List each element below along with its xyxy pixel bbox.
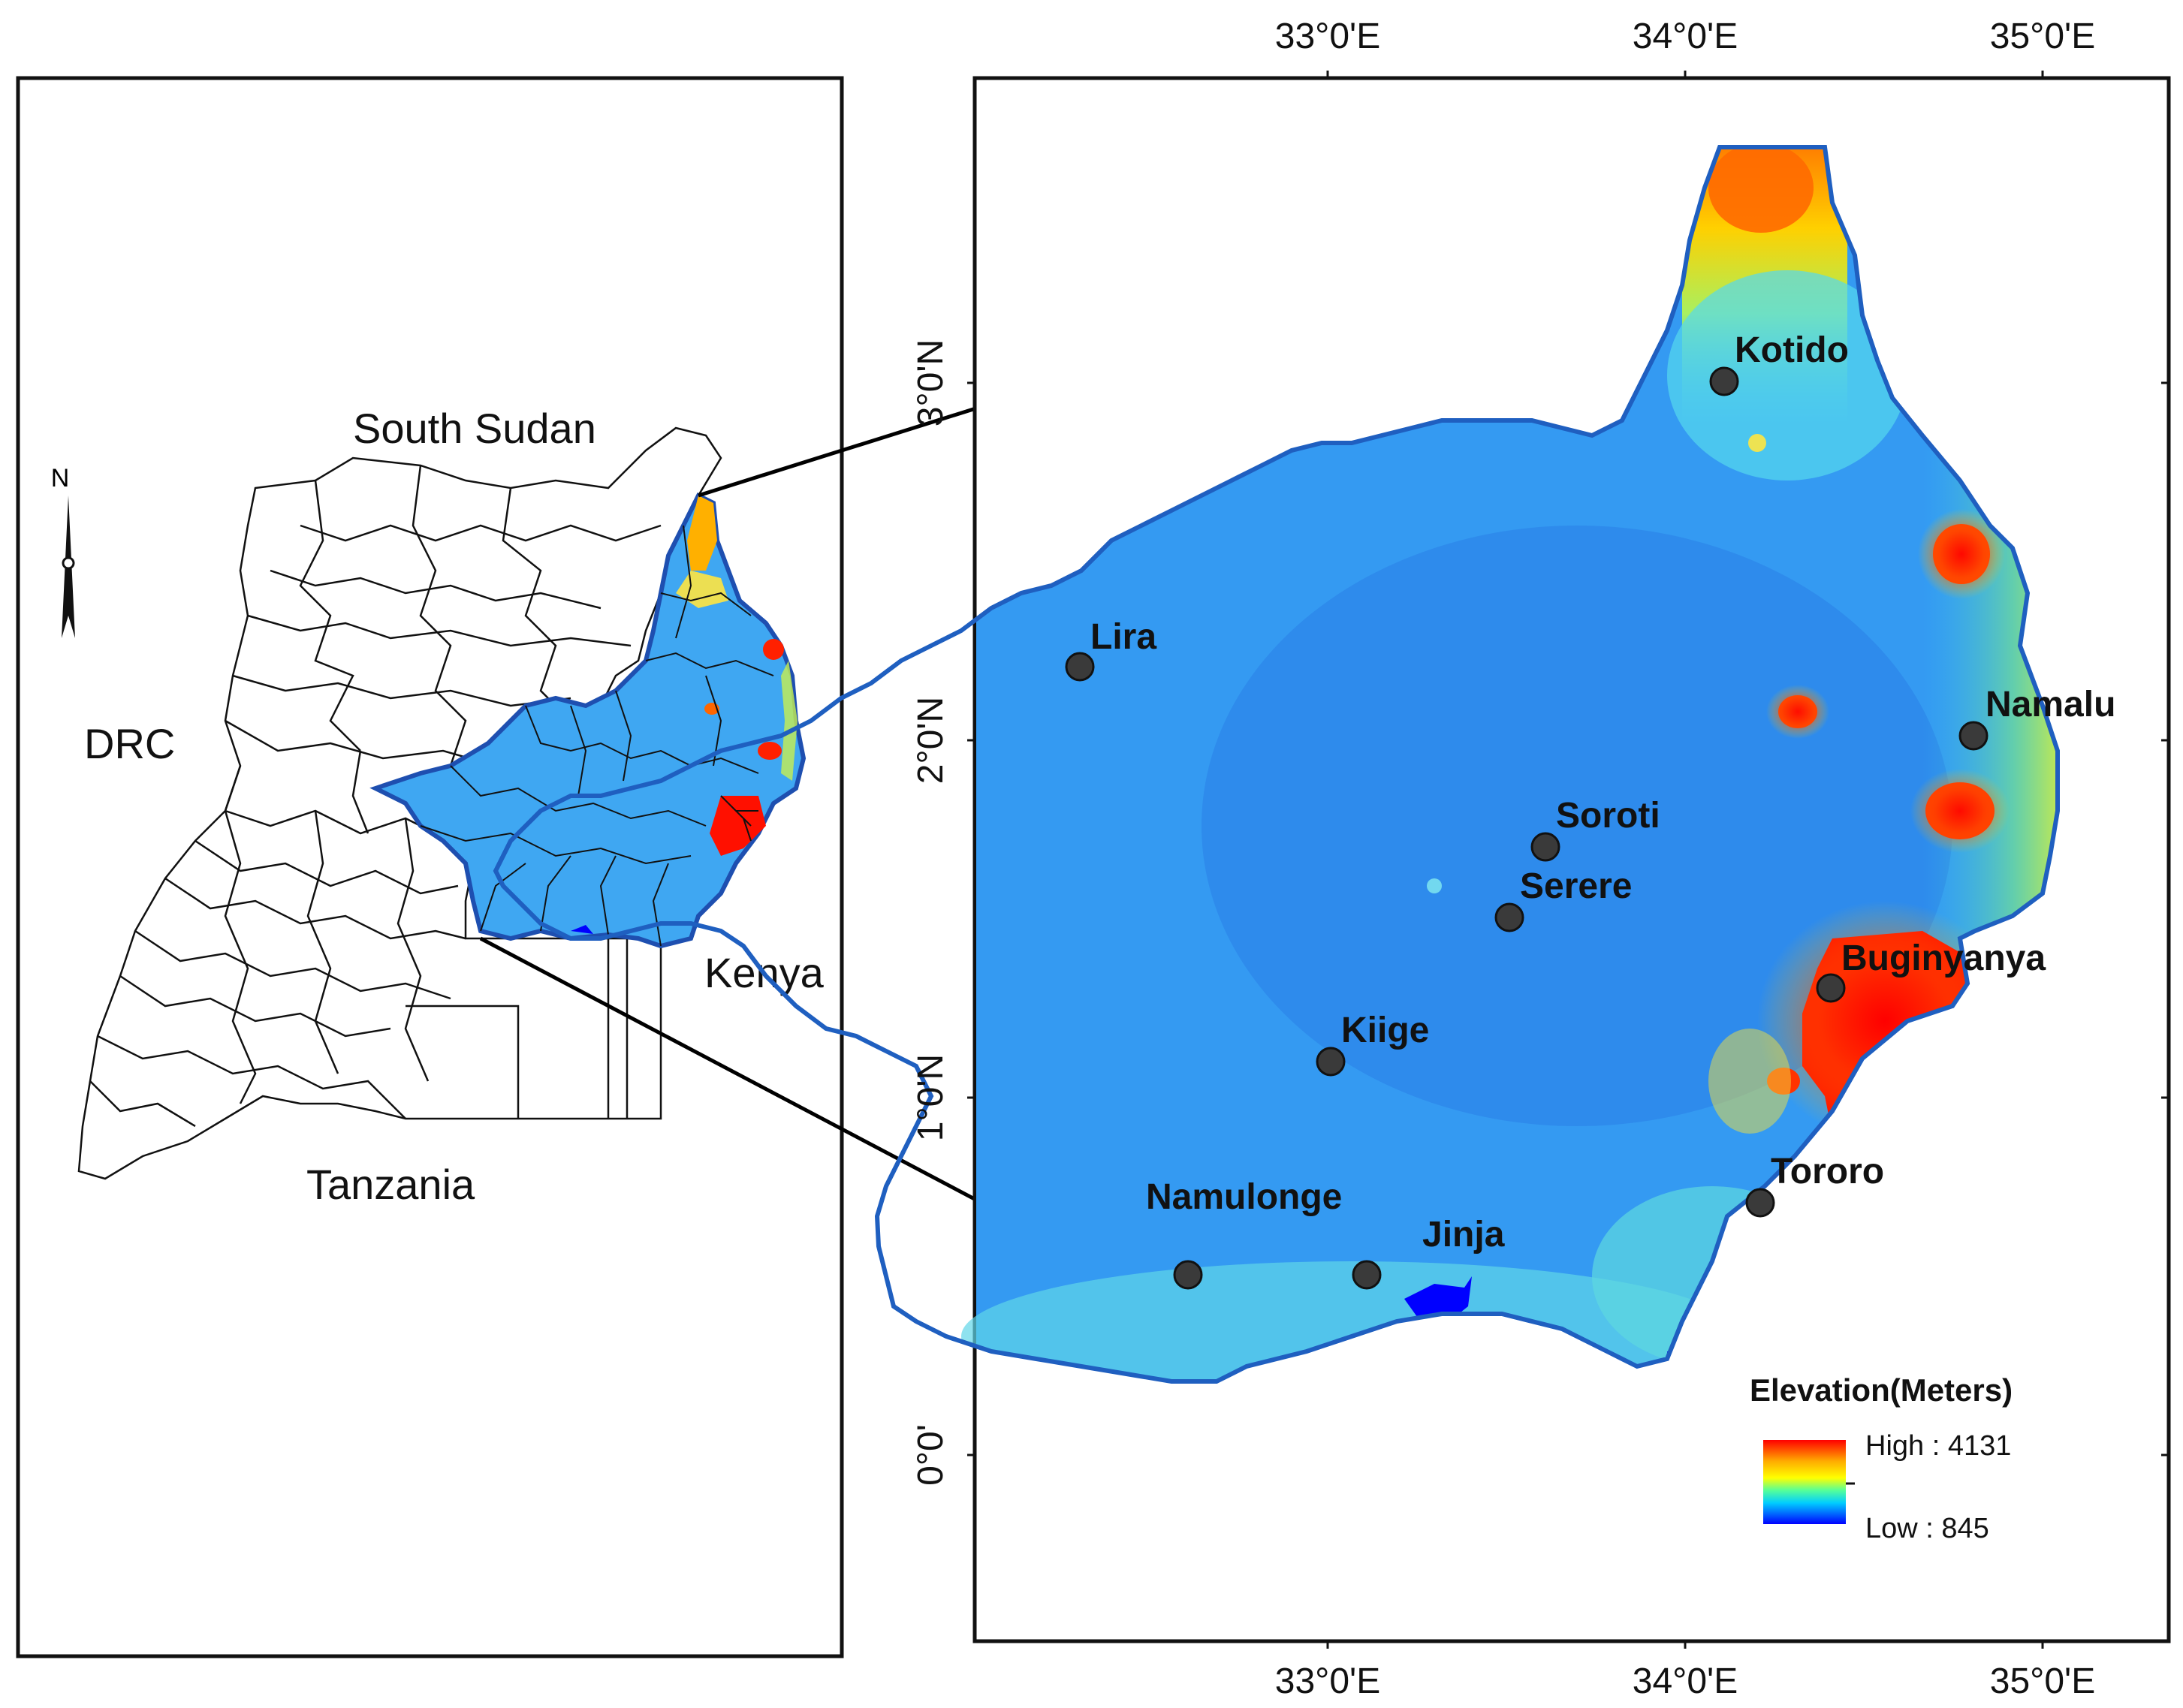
lat-tick-1n: 1°0'N (911, 1054, 951, 1141)
country-label-drc: DRC (84, 720, 175, 767)
lat-tick-3n: 3°0'N (911, 339, 951, 426)
station-label-lira: Lira (1090, 617, 1156, 657)
uganda-district-map (77, 426, 722, 1180)
station-marker-lira (1065, 652, 1095, 682)
station-label-buginyanya: Buginyanya (1841, 938, 2046, 978)
basin-outline (493, 145, 2060, 1384)
legend-title: Elevation(Meters) (1750, 1372, 2013, 1408)
station-marker-kiige (1316, 1047, 1346, 1077)
station-marker-tororo (1745, 1188, 1775, 1218)
legend-color-ramp (1763, 1440, 1846, 1524)
station-label-serere: Serere (1520, 866, 1632, 906)
station-label-jinja: Jinja (1422, 1215, 1505, 1255)
lon-tick-top-35: 35°0'E (1990, 17, 2095, 56)
station-marker-jinja (1352, 1260, 1382, 1290)
station-marker-kotido (1709, 366, 1739, 396)
country-label-south-sudan: South Sudan (353, 405, 596, 452)
lon-tick-bottom-35: 35°0'E (1990, 1661, 2095, 1701)
legend-low-label: Low : 845 (1865, 1513, 1989, 1544)
station-marker-namalu (1958, 721, 1989, 751)
overview-basin-highlight (369, 492, 807, 949)
station-label-soroti: Soroti (1556, 796, 1660, 836)
lon-tick-top-33: 33°0'E (1275, 17, 1380, 56)
elevation-legend: Elevation(Meters) High : 4131 Low : 845 (1750, 1372, 2013, 1544)
lat-tick-2n: 2°0'N (911, 697, 951, 784)
station-marker-soroti (1530, 832, 1560, 862)
lat-tick-0: 0°0' (911, 1424, 951, 1486)
station-marker-buginyanya (1816, 973, 1846, 1003)
station-label-kotido: Kotido (1735, 330, 1849, 370)
station-marker-namulonge (1173, 1260, 1203, 1290)
lon-tick-top-34: 34°0'E (1633, 17, 1738, 56)
lon-ticks (1326, 71, 2044, 1649)
north-label: N (51, 464, 70, 493)
station-label-namalu: Namalu (1986, 685, 2115, 724)
lon-tick-bottom-33: 33°0'E (1275, 1661, 1380, 1701)
north-arrow: N (51, 464, 75, 638)
station-label-tororo: Tororo (1771, 1152, 1884, 1191)
station-marker-serere (1494, 902, 1524, 932)
lat-ticks (967, 381, 2169, 1456)
station-markers (1065, 366, 1989, 1290)
country-label-tanzania: Tanzania (306, 1161, 475, 1208)
legend-high-label: High : 4131 (1865, 1430, 2011, 1462)
station-label-namulonge: Namulonge (1146, 1177, 1342, 1217)
station-label-kiige: Kiige (1341, 1011, 1429, 1050)
lon-tick-bottom-34: 34°0'E (1633, 1661, 1738, 1701)
